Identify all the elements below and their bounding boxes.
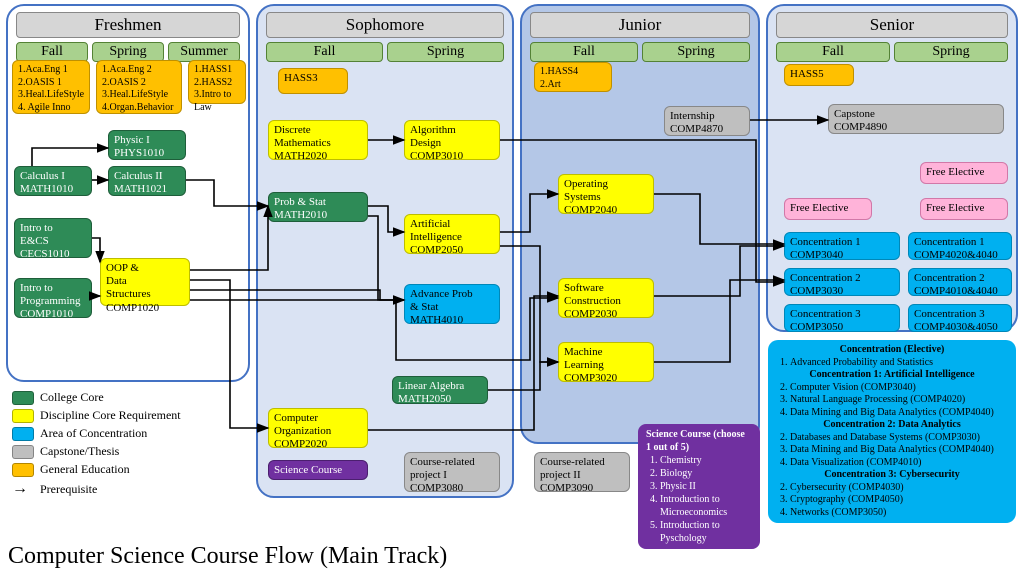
legend-label: Capstone/Thesis	[40, 444, 119, 459]
semester-header: Spring	[92, 42, 164, 62]
course-aprob: Advance Prob & Stat MATH4010	[404, 284, 500, 324]
course-disc: Discrete Mathematics MATH2020	[268, 120, 368, 160]
conc-item: Natural Language Processing (COMP4020)	[790, 394, 1008, 407]
legend-swatch	[12, 463, 34, 477]
course-c2f: Concentration 2 COMP3030	[784, 268, 900, 296]
course-ml: Machine Learning COMP3020	[558, 342, 654, 382]
semester-header: Fall	[776, 42, 890, 62]
semester-header: Spring	[387, 42, 504, 62]
course-fe1: Free Elective	[920, 162, 1008, 184]
semester-header: Fall	[266, 42, 383, 62]
conc-item: Cryptography (COMP4050)	[790, 494, 1008, 507]
year-header: Freshmen	[16, 12, 240, 38]
course-intern: Internship COMP4870	[664, 106, 750, 136]
year-header: Sophomore	[266, 12, 504, 38]
science-item: Biology	[660, 467, 752, 480]
conc-heading: Concentration 2: Data Analytics	[776, 419, 1008, 432]
course-hass3: HASS3	[278, 68, 348, 94]
course-hass5: HASS5	[784, 64, 854, 86]
science-item: Chemistry	[660, 454, 752, 467]
year-header: Senior	[776, 12, 1008, 38]
course-fe3: Free Elective	[920, 198, 1008, 220]
course-hass4: 1.HASS4 2.Art	[534, 62, 612, 92]
course-c3f: Concentration 3 COMP3050	[784, 304, 900, 332]
course-fe2: Free Elective	[784, 198, 872, 220]
conc-heading: Concentration 3: Cybersecurity	[776, 469, 1008, 482]
legend-label: Discipline Core Requirement	[40, 408, 181, 423]
course-prob: Prob & Stat MATH2010	[268, 192, 368, 222]
semester-header: Spring	[642, 42, 750, 62]
course-proj1: Course-related project I COMP3080	[404, 452, 500, 492]
course-c3s: Concentration 3 COMP4030&4050	[908, 304, 1012, 332]
course-c1s: Concentration 1 COMP4020&4040	[908, 232, 1012, 260]
year-header: Junior	[530, 12, 750, 38]
course-calc1: Calculus I MATH1010	[14, 166, 92, 196]
legend-swatch	[12, 409, 34, 423]
course-fff_ge: 1.Aca.Eng 1 2.OASIS 1 3.Heal.LifeStyle 4…	[12, 60, 90, 114]
course-ai: Artificial Intelligence COMP2050	[404, 214, 500, 254]
conc-heading: Concentration (Elective)	[776, 344, 1008, 357]
arrow-icon: →	[12, 480, 34, 498]
conc-item: Advanced Probability and Statistics	[790, 357, 1008, 370]
legend: College Core Discipline Core Requirement A…	[12, 390, 181, 501]
course-algo: Algorithm Design COMP3010	[404, 120, 500, 160]
course-eecs: Intro to E&CS CECS1010	[14, 218, 92, 258]
concentration-box: Concentration (Elective)Advanced Probabi…	[768, 340, 1016, 523]
course-phys: Physic I PHYS1010	[108, 130, 186, 160]
semester-header: Summer	[168, 42, 240, 62]
conc-item: Networks (COMP3050)	[790, 507, 1008, 520]
conc-item: Data Mining and Big Data Analytics (COMP…	[790, 444, 1008, 457]
course-proj2: Course-related project II COMP3090	[534, 452, 630, 492]
course-c2s: Concentration 2 COMP4010&4040	[908, 268, 1012, 296]
legend-label: General Education	[40, 462, 130, 477]
legend-swatch	[12, 445, 34, 459]
course-ffs_ge: 1.Aca.Eng 2 2.OASIS 2 3.Heal.LifeStyle 4…	[96, 60, 182, 114]
course-cap: Capstone COMP4890	[828, 104, 1004, 134]
science-title: Science Course (choose 1 out of 5)	[646, 429, 745, 453]
conc-item: Cybersecurity (COMP4030)	[790, 482, 1008, 495]
semester-header: Spring	[894, 42, 1008, 62]
conc-item: Computer Vision (COMP3040)	[790, 382, 1008, 395]
course-prog: Intro to Programming COMP1010	[14, 278, 92, 318]
semester-header: Fall	[16, 42, 88, 62]
legend-swatch	[12, 427, 34, 441]
page-title: Computer Science Course Flow (Main Track…	[8, 543, 447, 570]
legend-label: Prerequisite	[40, 482, 97, 497]
science-item: Introduction to Microeconomics	[660, 493, 752, 519]
conc-item: Data Mining and Big Data Analytics (COMP…	[790, 407, 1008, 420]
semester-header: Fall	[530, 42, 638, 62]
course-os: Operating Systems COMP2040	[558, 174, 654, 214]
conc-item: Data Visualization (COMP4010)	[790, 457, 1008, 470]
science-course-box: Science Course (choose 1 out of 5)Chemis…	[638, 424, 760, 549]
legend-swatch	[12, 391, 34, 405]
science-item: Introduction to Pyschology	[660, 519, 752, 545]
course-ffsm_ge: 1.HASS1 2.HASS2 3.Intro to Law	[188, 60, 246, 104]
course-calc2: Calculus II MATH1021	[108, 166, 186, 196]
course-swc: Software Construction COMP2030	[558, 278, 654, 318]
course-oop: OOP & Data Structures COMP1020	[100, 258, 190, 306]
conc-heading: Concentration 1: Artificial Intelligence	[776, 369, 1008, 382]
course-linalg: Linear Algebra MATH2050	[392, 376, 488, 404]
course-corg: Computer Organization COMP2020	[268, 408, 368, 448]
course-sci: Science Course	[268, 460, 368, 480]
legend-label: Area of Concentration	[40, 426, 147, 441]
course-c1f: Concentration 1 COMP3040	[784, 232, 900, 260]
legend-label: College Core	[40, 390, 104, 405]
conc-item: Databases and Database Systems (COMP3030…	[790, 432, 1008, 445]
science-item: Physic II	[660, 480, 752, 493]
